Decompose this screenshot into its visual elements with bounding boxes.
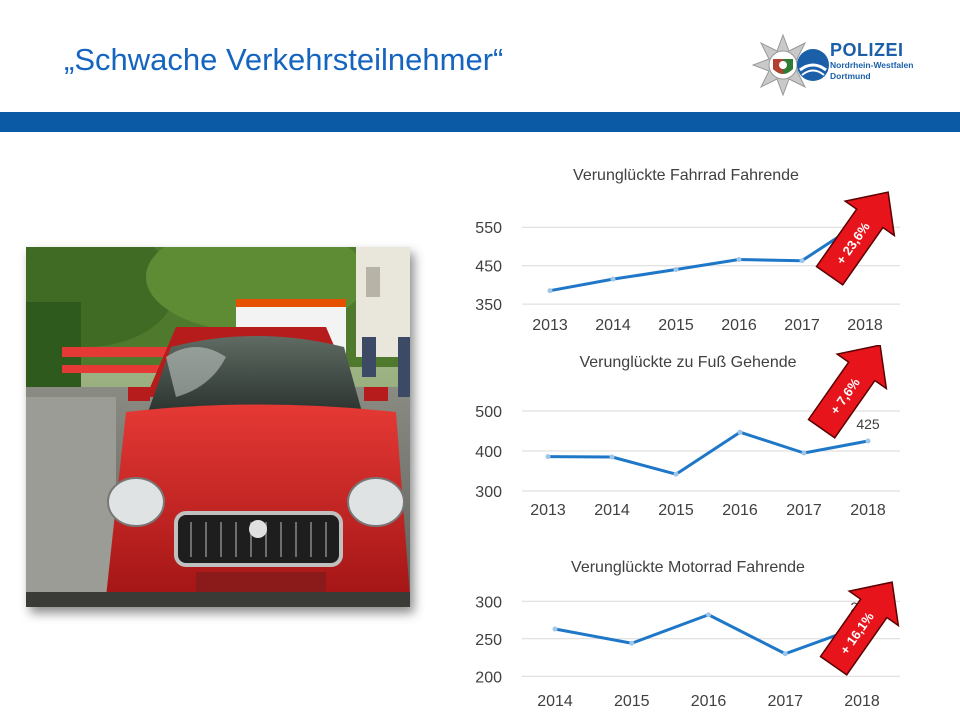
y-tick-label: 400 [475, 444, 502, 461]
accident-photo [26, 247, 410, 607]
x-tick-label: 2016 [721, 317, 757, 334]
data-point [545, 454, 551, 460]
chart-fussgaenger-svg: Verunglückte zu Fuß Gehende 300 400 500 201… [475, 344, 900, 519]
data-point [629, 640, 635, 646]
arrow-shape [819, 581, 900, 676]
x-tick-label: 2017 [767, 693, 803, 710]
y-tick-label: 450 [475, 259, 502, 276]
data-point [799, 258, 805, 264]
y-tick-label: 300 [475, 484, 502, 501]
y-tick-label: 350 [475, 297, 502, 314]
accident-car-image [26, 247, 410, 607]
polizei-logo: POLIZEI Nordrhein-Westfalen Dortmund [751, 33, 952, 97]
data-point [610, 276, 616, 282]
chart-fahrrad-svg: Verunglückte Fahrrad Fahrende 350 450 550 2… [475, 167, 900, 334]
data-point [673, 471, 679, 477]
x-tick-label: 2017 [786, 502, 822, 519]
chart-title: Verunglückte Motorrad Fahrende [571, 559, 805, 576]
chart-fahrrad: Verunglückte Fahrrad Fahrende 350 450 550 2… [460, 158, 960, 348]
increase-arrow-badge: + 23,6% [815, 191, 896, 286]
chart-title: Verunglückte Fahrrad Fahrende [573, 167, 799, 184]
x-tick-label: 2016 [722, 502, 758, 519]
data-point [801, 450, 807, 456]
y-tick-label: 550 [475, 220, 502, 237]
increase-arrow-badge: + 16,1% [819, 581, 900, 676]
nrw-emblem-icon [797, 49, 829, 81]
logo-polizei-text: POLIZEI [830, 40, 904, 60]
x-tick-label: 2016 [691, 693, 727, 710]
y-tick-label: 200 [475, 669, 502, 686]
logo-state-text: Nordrhein-Westfalen [830, 60, 914, 70]
x-tick-label: 2014 [594, 502, 630, 519]
arrow-shape [807, 344, 888, 439]
x-tick-label: 2013 [532, 317, 568, 334]
header-band [0, 112, 960, 132]
x-tick-label: 2017 [784, 317, 820, 334]
series-line [547, 430, 869, 476]
x-tick-label: 2018 [847, 317, 883, 334]
data-point [673, 267, 679, 273]
increase-arrow-badge: + 7,6% [807, 344, 888, 439]
chart-fussgaenger: Verunglückte zu Fuß Gehende 300 400 500 201… [460, 344, 960, 530]
data-point [865, 438, 871, 444]
chart-title: Verunglückte zu Fuß Gehende [579, 354, 796, 371]
logo-city-text: Dortmund [830, 71, 871, 81]
y-tick-label: 500 [475, 404, 502, 421]
chart-motorrad: Verunglückte Motorrad Fahrende 200 250 300… [460, 550, 960, 720]
x-tick-label: 2018 [850, 502, 886, 519]
series-line [554, 613, 863, 656]
police-star-icon [751, 33, 815, 97]
x-tick-label: 2014 [595, 317, 631, 334]
data-point [782, 651, 788, 657]
data-point [609, 454, 615, 460]
x-tick-label: 2015 [614, 693, 650, 710]
x-tick-label: 2013 [530, 502, 566, 519]
data-point [706, 612, 711, 618]
chart-motorrad-svg: Verunglückte Motorrad Fahrende 200 250 300… [475, 559, 900, 710]
x-tick-label: 2015 [658, 317, 694, 334]
x-tick-label: 2018 [844, 693, 880, 710]
page-title: „Schwache Verkehrsteilnehmer“ [64, 42, 504, 77]
x-tick-label: 2015 [658, 502, 694, 519]
data-point [547, 288, 553, 294]
data-label: 425 [856, 416, 880, 432]
series-line [549, 218, 866, 293]
data-point [736, 257, 742, 263]
y-tick-label: 250 [475, 632, 502, 649]
arrow-shape [815, 191, 896, 286]
data-point [737, 429, 743, 435]
data-point [552, 626, 558, 632]
x-tick-label: 2014 [537, 693, 573, 710]
y-tick-label: 300 [475, 594, 502, 611]
